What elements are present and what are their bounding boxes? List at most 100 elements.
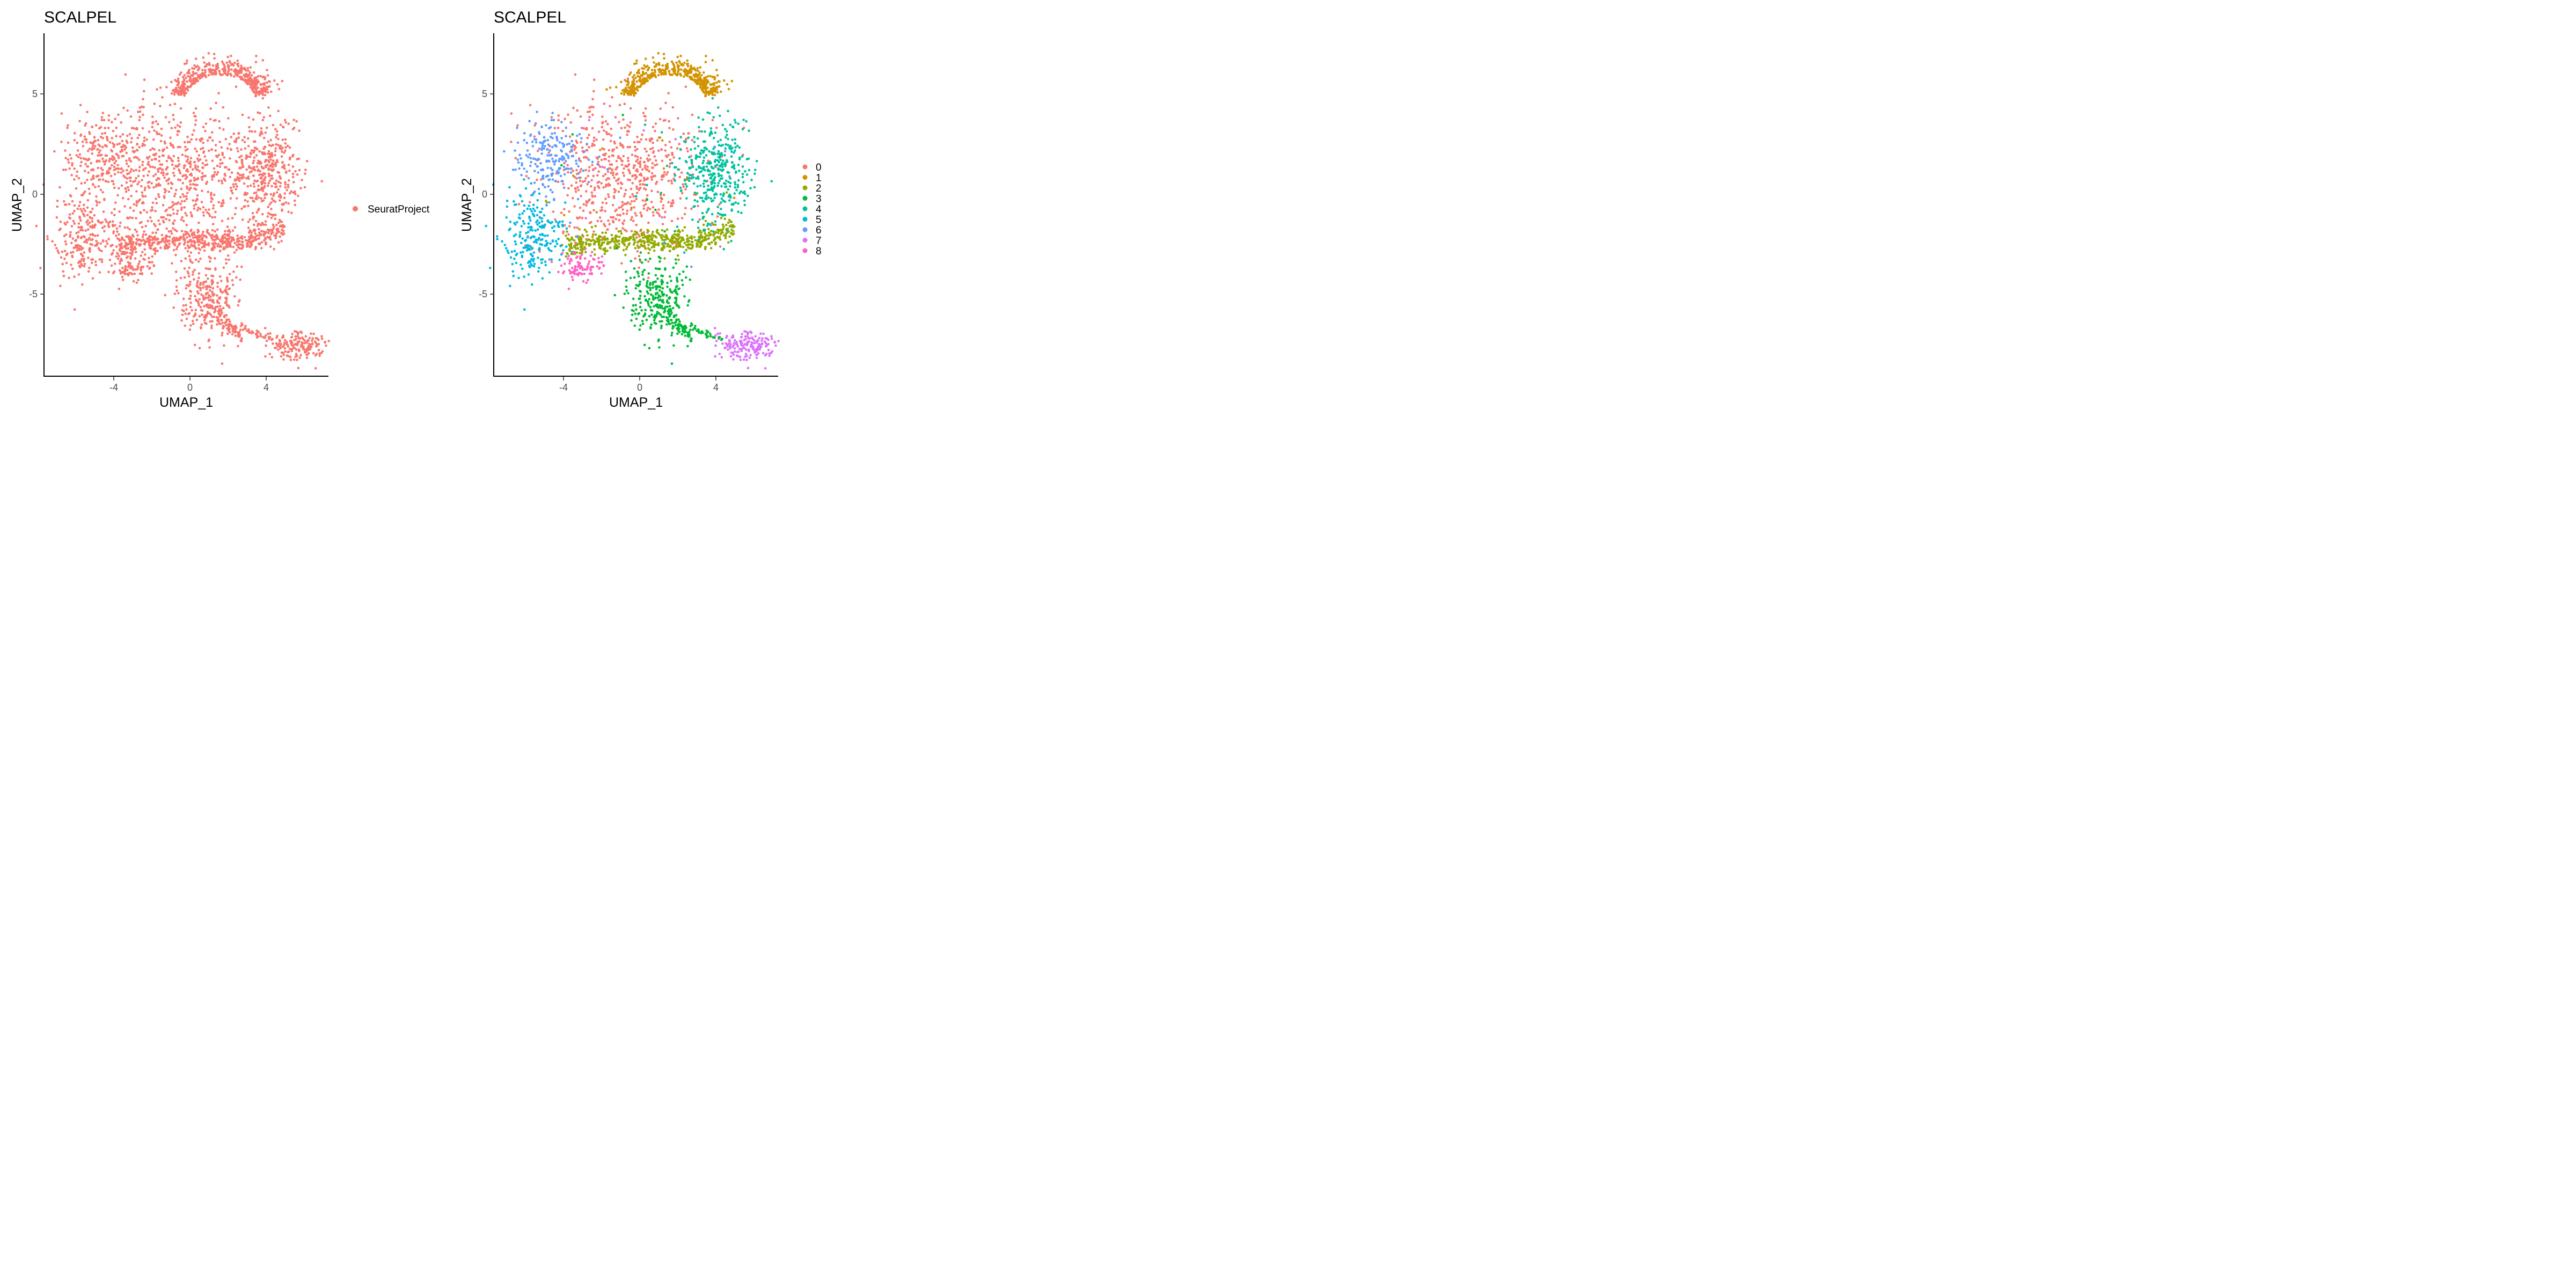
scatter-point <box>237 136 240 139</box>
scatter-point <box>262 147 265 150</box>
scatter-point <box>712 233 715 236</box>
scatter-point <box>275 136 277 139</box>
scatter-point <box>261 181 265 184</box>
scatter-point <box>686 238 689 241</box>
scatter-point <box>658 260 661 263</box>
scatter-point <box>176 245 179 248</box>
scatter-point <box>627 157 630 159</box>
scatter-point <box>697 231 700 234</box>
scatter-point <box>267 152 269 155</box>
scatter-point <box>194 147 197 150</box>
scatter-point <box>90 141 93 144</box>
scatter-point <box>212 207 215 210</box>
scatter-point <box>268 353 272 355</box>
scatter-point <box>225 290 228 293</box>
scatter-point <box>86 214 89 217</box>
scatter-point <box>638 255 641 258</box>
scatter-point <box>652 126 655 128</box>
scatter-point <box>695 75 698 78</box>
scatter-point <box>99 242 102 245</box>
scatter-point <box>194 57 197 60</box>
scatter-point <box>247 204 250 208</box>
scatter-point <box>214 216 216 219</box>
scatter-point <box>202 281 205 284</box>
scatter-point <box>138 166 141 169</box>
scatter-point <box>86 228 90 231</box>
scatter-point <box>171 240 174 243</box>
scatter-point <box>151 147 154 150</box>
scatter-point <box>172 155 175 158</box>
scatter-point <box>579 179 582 182</box>
scatter-point <box>180 207 183 209</box>
scatter-point <box>568 225 571 228</box>
scatter-point <box>76 207 79 210</box>
scatter-point <box>235 248 238 252</box>
scatter-point <box>78 201 82 204</box>
scatter-point <box>716 236 719 239</box>
scatter-point <box>640 309 643 312</box>
scatter-point <box>684 207 687 210</box>
scatter-point <box>290 190 292 193</box>
scatter-point <box>240 174 244 177</box>
scatter-point <box>209 194 213 197</box>
scatter-point <box>57 252 60 254</box>
scatter-point <box>217 153 221 157</box>
scatter-point <box>63 222 66 225</box>
scatter-point <box>231 333 234 335</box>
scatter-point <box>690 207 693 210</box>
scatter-point <box>656 267 660 270</box>
scatter-point <box>181 193 184 196</box>
scatter-point <box>568 135 572 138</box>
scatter-point <box>221 331 224 334</box>
scatter-point <box>178 236 181 239</box>
scatter-point <box>675 276 678 279</box>
scatter-point <box>662 293 665 296</box>
scatter-point <box>182 235 185 238</box>
scatter-point <box>228 143 231 145</box>
scatter-point <box>639 258 641 261</box>
scatter-point <box>120 258 122 260</box>
panel-1-y-tick-label: 5 <box>32 89 38 99</box>
scatter-point <box>65 243 68 246</box>
scatter-point <box>643 343 646 347</box>
scatter-point <box>89 225 92 228</box>
scatter-point <box>235 276 238 279</box>
scatter-point <box>73 222 76 225</box>
scatter-point <box>634 304 637 306</box>
scatter-point <box>265 126 268 129</box>
scatter-point <box>126 216 129 219</box>
scatter-point <box>634 76 637 79</box>
scatter-point <box>640 214 643 217</box>
scatter-point <box>191 168 194 171</box>
scatter-point <box>171 182 174 186</box>
scatter-point <box>202 56 205 59</box>
scatter-point <box>196 198 199 201</box>
scatter-point <box>227 168 230 171</box>
scatter-point <box>204 317 207 320</box>
scatter-point <box>72 251 75 254</box>
scatter-point <box>261 189 265 192</box>
scatter-point <box>208 62 211 64</box>
scatter-point <box>665 173 668 176</box>
scatter-point <box>272 342 274 345</box>
scatter-point <box>180 187 183 191</box>
scatter-point <box>195 138 198 141</box>
scatter-point <box>638 290 641 292</box>
scatter-point <box>715 126 718 129</box>
scatter-point <box>225 246 228 249</box>
scatter-point <box>275 159 279 162</box>
scatter-point <box>696 242 698 245</box>
scatter-point <box>256 224 259 227</box>
scatter-point <box>676 235 679 238</box>
panel-2-points <box>485 52 780 370</box>
scatter-point <box>178 125 181 128</box>
scatter-point <box>121 150 123 152</box>
scatter-point <box>203 61 206 64</box>
scatter-point <box>221 362 224 365</box>
scatter-point <box>615 227 618 230</box>
scatter-point <box>193 160 196 164</box>
scatter-point <box>184 312 187 315</box>
scatter-point <box>118 243 121 246</box>
scatter-point <box>165 218 168 221</box>
scatter-point <box>216 286 219 288</box>
